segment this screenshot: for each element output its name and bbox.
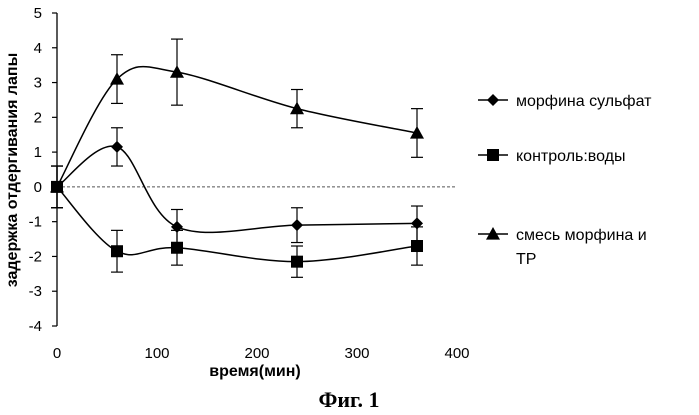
chart: -4 -3 -2 -1 0 1 2 3 4 5 0 100 200 300 400 морфина суль… [0, 0, 699, 415]
y-tick-label: 1 [34, 144, 42, 161]
legend-label: TP [516, 251, 536, 268]
y-tick-label: -2 [29, 248, 42, 265]
x-tick-label: 0 [53, 345, 61, 362]
legend-label: контроль:воды [516, 148, 626, 165]
series-line [57, 146, 417, 232]
y-tick-label: 5 [34, 5, 42, 22]
legend: морфина сульфат контроль:воды смесь морфин… [478, 93, 652, 268]
y-tick-label: -4 [29, 318, 42, 335]
data-point [111, 141, 123, 153]
data-point [411, 240, 423, 252]
figure-caption: Фиг. 1 [318, 387, 379, 412]
y-tick-label: -3 [29, 283, 42, 300]
y-tick-label: 3 [34, 75, 42, 92]
y-tick-label: -1 [29, 214, 42, 231]
x-tick-label: 100 [144, 345, 169, 362]
y-tick-label: 0 [34, 179, 42, 196]
x-tick-label: 200 [244, 345, 269, 362]
x-tick-label: 400 [444, 345, 469, 362]
legend-marker [487, 94, 499, 106]
y-tick-label: 4 [34, 40, 42, 57]
legend-marker [487, 149, 499, 161]
data-point [111, 245, 123, 257]
y-tick-label: 2 [34, 109, 42, 126]
y-axis-title: задержка отдергивания лапы [4, 53, 21, 287]
plot-area: -4 -3 -2 -1 0 1 2 3 4 5 0 100 200 300 400 [29, 5, 470, 362]
x-axis-title: время(мин) [209, 363, 300, 380]
data-point [291, 219, 303, 231]
data-point [291, 256, 303, 268]
x-tick-label: 300 [344, 345, 369, 362]
legend-label: морфина сульфат [516, 93, 652, 110]
data-point [171, 242, 183, 254]
legend-label: смесь морфина и [516, 227, 647, 244]
